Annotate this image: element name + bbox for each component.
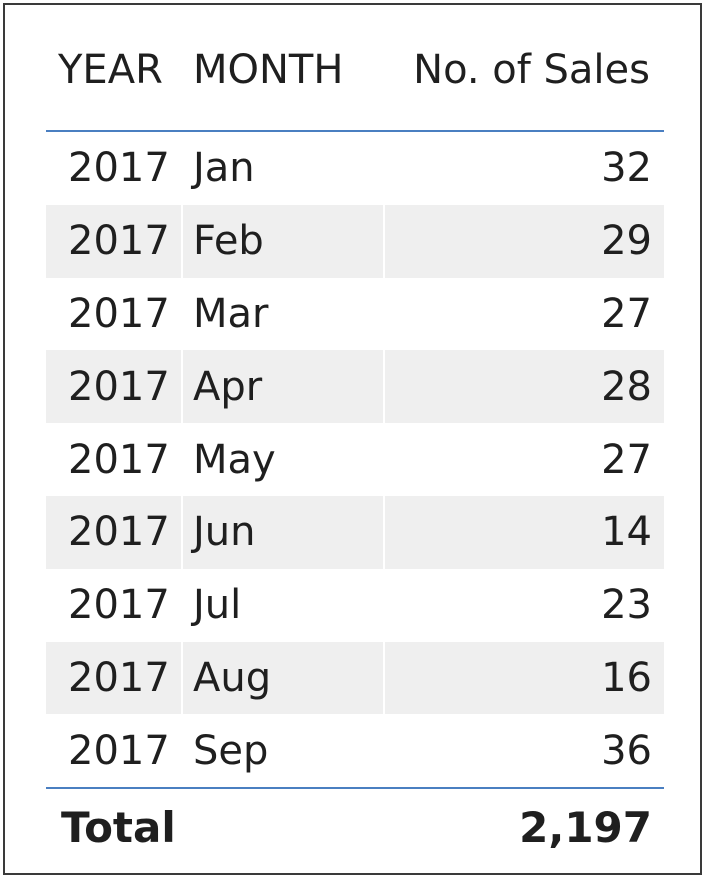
cell-year: 2017 [68,145,170,192]
cell-month: Feb [183,204,385,278]
cell-year: 2017 [46,495,183,569]
cell-sales: 23 [601,582,652,629]
table-row: 2017 Aug 16 [46,641,664,715]
total-label: Total [61,803,176,853]
cell-sales: 28 [601,363,652,410]
column-header-month[interactable]: MONTH [193,47,344,93]
header-divider [46,130,664,132]
table-row: 2017 Jan 32 [46,132,664,205]
column-header-sales[interactable]: No. of Sales [413,47,650,93]
sales-table: YEAR MONTH No. of Sales 2017 Jan 32 2017… [46,5,664,867]
cell-year: 2017 [46,204,183,278]
cell-sales: 32 [601,145,652,192]
table-row: 2017 Sep 36 [46,714,664,787]
table-row: 2017 Mar 27 [46,278,664,351]
total-divider [46,787,664,790]
column-header-year[interactable]: YEAR [58,47,163,93]
cell-sales: 16 [601,654,652,701]
total-value: 2,197 [519,803,652,853]
table-row: 2017 Apr 28 [46,350,664,424]
cell-sales: 27 [601,436,652,483]
cell-month: May [193,436,276,483]
table-row: 2017 Jun 14 [46,495,664,569]
cell-year: 2017 [46,641,183,715]
cell-sales: 27 [601,290,652,337]
cell-year: 2017 [68,290,170,337]
cell-year: 2017 [68,582,170,629]
cell-sales: 29 [601,218,652,265]
cell-year: 2017 [46,350,183,424]
table-header-row: YEAR MONTH No. of Sales [46,5,664,130]
cell-month: Mar [193,290,269,337]
total-row: Total 2,197 [46,789,664,867]
cell-sales: 36 [601,727,652,774]
table-row: 2017 Jul 23 [46,569,664,642]
cell-month: Sep [193,727,269,774]
cell-month: Jun [183,495,385,569]
table-row: 2017 May 27 [46,423,664,496]
cell-month: Apr [183,350,385,424]
table-row: 2017 Feb 29 [46,204,664,278]
cell-year: 2017 [68,436,170,483]
table-visual: YEAR MONTH No. of Sales 2017 Jan 32 2017… [3,3,702,875]
table-body: 2017 Jan 32 2017 Feb 29 2017 Mar 27 2017… [46,132,664,787]
cell-month: Jan [193,145,255,192]
cell-month: Aug [183,641,385,715]
cell-month: Jul [193,582,242,629]
cell-sales: 14 [601,509,652,556]
cell-year: 2017 [68,727,170,774]
